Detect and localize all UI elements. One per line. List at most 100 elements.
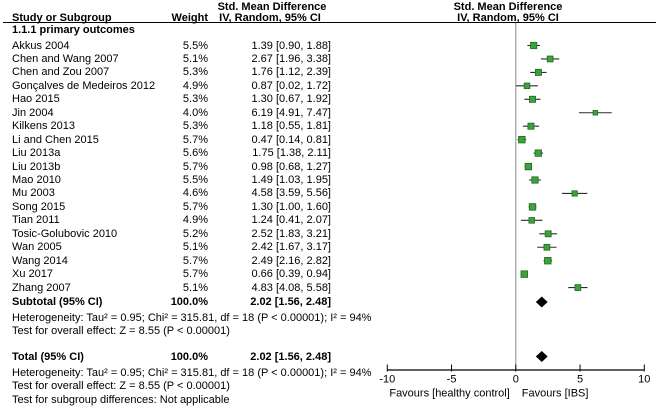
study-weight: 5.1% (182, 281, 208, 294)
study-weight: 5.3% (182, 93, 208, 106)
study-weight: 5.7% (182, 254, 208, 267)
study-row: Hao 2015 5.3% 1.30 [0.67, 1.92] (0, 93, 380, 105)
study-weight: 5.6% (182, 147, 208, 160)
study-effect-text: 2.49 [2.16, 2.82] (251, 254, 331, 267)
study-weight: 5.5% (182, 174, 208, 186)
study-name: Akkus 2004 (12, 39, 70, 52)
subtotal-label: Subtotal (95% CI) (12, 296, 103, 308)
study-name: Mao 2010 (12, 174, 61, 186)
study-weight: 5.1% (182, 52, 208, 65)
study-effect-text: 6.19 [4.91, 7.47] (251, 106, 331, 119)
subtotal-diamond (535, 296, 548, 308)
effect-marker (571, 190, 578, 197)
effect-marker (530, 41, 538, 50)
study-effect-text: 1.18 [0.55, 1.81] (251, 120, 331, 133)
subtotal-overall-effect-text: Test for overall effect: Z = 8.55 (P < 0… (12, 324, 230, 337)
study-effect-text: 1.76 [1.12, 2.39] (251, 66, 331, 79)
effect-marker (544, 257, 552, 265)
weight-col-header: Weight (171, 12, 208, 24)
total-weight: 100.0% (170, 350, 208, 363)
study-name: Liu 2013a (12, 147, 61, 160)
effect-marker (534, 149, 542, 157)
effect-marker (523, 82, 531, 90)
effect-marker (592, 110, 599, 116)
effect-marker (531, 176, 539, 184)
study-effect-text: 0.66 [0.39, 0.94] (251, 268, 331, 281)
study-row: Xu 2017 5.7% 0.66 [0.39, 0.94] (0, 268, 380, 280)
axis-tick-label: -10 (379, 374, 395, 386)
study-effect-text: 4.83 [4.08, 5.58] (251, 281, 331, 294)
study-name: Mu 2003 (12, 187, 55, 200)
subtotal-effect-text: 2.02 [1.56, 2.48] (250, 296, 331, 308)
plot-header-title: Std. Mean Difference (453, 1, 563, 13)
study-name: Xu 2017 (12, 268, 53, 281)
axis-tick-label: 10 (638, 374, 650, 386)
study-row: Gonçalves de Medeiros 2012 4.9% 0.87 [0.02… (0, 80, 380, 92)
study-name: Gonçalves de Medeiros 2012 (12, 79, 156, 92)
study-weight: 4.0% (182, 106, 208, 119)
study-weight: 5.2% (182, 227, 208, 240)
total-label: Total (95% CI) (12, 350, 84, 363)
study-row: Chen and Wang 2007 5.1% 2.67 [1.96, 3.38] (0, 53, 380, 65)
study-effect-text: 1.75 [1.38, 2.11] (252, 147, 331, 160)
subgroup-differences-text: Test for subgroup differences: Not appli… (12, 393, 230, 406)
study-row: Liu 2013b 5.7% 0.98 [0.68, 1.27] (0, 161, 380, 173)
study-row: Wan 2005 5.1% 2.42 [1.67, 3.17] (0, 241, 380, 253)
study-effect-text: 4.58 [3.59, 5.56] (251, 187, 331, 200)
study-weight: 5.1% (182, 241, 208, 254)
study-row: Mu 2003 4.6% 4.58 [3.59, 5.56] (0, 187, 380, 199)
study-effect-text: 2.52 [1.83, 3.21] (251, 227, 331, 240)
study-row: Mao 2010 5.5% 1.49 [1.03, 1.95] (0, 174, 380, 186)
study-effect-text: 0.98 [0.68, 1.27] (251, 160, 331, 173)
study-name: Hao 2015 (12, 93, 60, 106)
study-row: Chen and Zou 2007 5.3% 1.76 [1.12, 2.39] (0, 66, 380, 78)
total-heterogeneity-text: Heterogeneity: Tau² = 0.95; Chi² = 315.8… (12, 366, 372, 379)
study-row: Jin 2004 4.0% 6.19 [4.91, 7.47] (0, 107, 380, 119)
study-row: Wang 2014 5.7% 2.49 [2.16, 2.82] (0, 255, 380, 267)
effect-marker (529, 95, 536, 103)
study-weight: 5.3% (182, 120, 208, 133)
study-col-header: Study or Subgroup (12, 12, 112, 24)
study-row: Tosic-Golubovic 2010 5.2% 2.52 [1.83, 3.21… (0, 228, 380, 240)
axis-label-favours-right: Favours [IBS] (522, 388, 589, 400)
subgroup-label: 1.1.1 primary outcomes (12, 24, 135, 36)
subtotal-heterogeneity-text: Heterogeneity: Tau² = 0.95; Chi² = 315.8… (12, 311, 372, 324)
effect-marker (520, 270, 528, 278)
study-name: Wan 2005 (12, 241, 62, 254)
study-weight: 5.7% (182, 268, 208, 281)
effect-marker (528, 217, 535, 224)
effect-marker (527, 122, 535, 130)
study-name: Song 2015 (12, 200, 66, 213)
subtotal-row: Subtotal (95% CI) 100.0% 2.02 [1.56, 2.4… (0, 296, 380, 308)
study-effect-text: 2.67 [1.96, 3.38] (251, 52, 331, 65)
study-weight: 4.9% (182, 214, 208, 227)
study-effect-text: 0.87 [0.02, 1.72] (251, 79, 331, 92)
study-weight: 5.5% (182, 39, 208, 52)
study-name: Liu 2013b (12, 160, 61, 173)
study-name: Chen and Zou 2007 (12, 66, 110, 79)
study-name: Tosic-Golubovic 2010 (12, 227, 118, 240)
effect-marker (528, 203, 537, 211)
plot-header-subtitle: IV, Random, 95% CI (457, 12, 559, 24)
effect-marker (518, 135, 526, 144)
study-effect-text: 1.30 [1.00, 1.60] (251, 200, 331, 213)
study-name: Chen and Wang 2007 (12, 52, 119, 65)
study-name: Zhang 2007 (12, 281, 71, 294)
study-effect-text: 2.42 [1.67, 3.17] (251, 241, 331, 254)
study-effect-text: 0.47 [0.14, 0.81] (251, 133, 331, 146)
study-effect-text: 1.39 [0.90, 1.88] (251, 39, 331, 52)
study-row: Tian 2011 4.9% 1.24 [0.41, 2.07] (0, 214, 380, 226)
study-name: Li and Chen 2015 (12, 133, 99, 146)
effect-col-header-title: Std. Mean Difference (217, 1, 327, 13)
study-row: Akkus 2004 5.5% 1.39 [0.90, 1.88] (0, 40, 380, 52)
total-diamond (535, 351, 548, 362)
study-effect-text: 1.24 [0.41, 2.07] (251, 214, 331, 227)
study-weight: 4.9% (182, 79, 208, 92)
effect-marker (534, 68, 542, 76)
total-overall-effect-text: Test for overall effect: Z = 8.55 (P < 0… (12, 380, 230, 392)
study-name: Jin 2004 (12, 106, 54, 119)
study-row: Zhang 2007 5.1% 4.83 [4.08, 5.58] (0, 282, 380, 294)
study-weight: 5.7% (182, 133, 208, 146)
